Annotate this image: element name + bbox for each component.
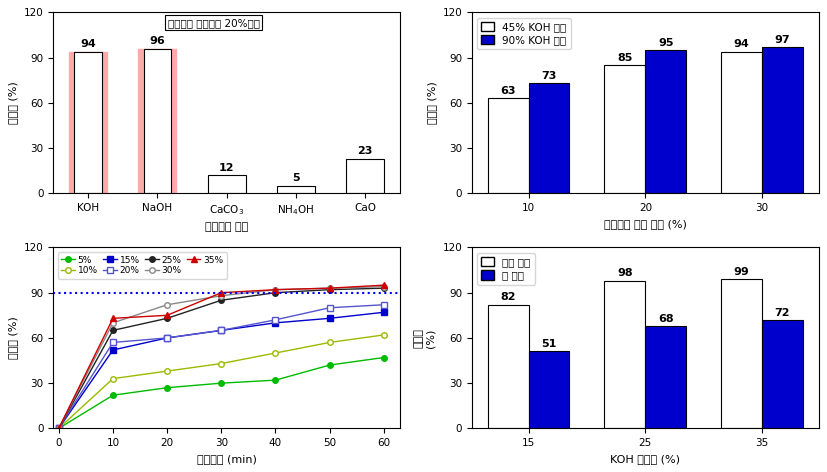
Y-axis label: 분해율 (%): 분해율 (%): [8, 317, 18, 359]
Text: 23: 23: [357, 146, 373, 156]
Text: 97: 97: [775, 35, 791, 45]
Text: 82: 82: [500, 293, 516, 303]
Text: 85: 85: [617, 53, 633, 63]
X-axis label: 분해시간 (min): 분해시간 (min): [197, 454, 256, 464]
Text: 5: 5: [292, 174, 300, 184]
Bar: [277, 185, 315, 193]
Bar: [645, 50, 686, 193]
Bar: [762, 320, 803, 429]
Text: 72: 72: [775, 308, 791, 318]
Text: 68: 68: [658, 313, 673, 324]
Bar: [144, 49, 171, 193]
Y-axis label: 분해율 (%): 분해율 (%): [427, 82, 437, 124]
Text: 12: 12: [219, 163, 235, 173]
Bar: [74, 51, 102, 193]
X-axis label: 가축사체 무게 대비 (%): 가축사체 무게 대비 (%): [604, 219, 686, 228]
Text: 95: 95: [658, 38, 673, 48]
X-axis label: 알칼리제 종류: 알칼리제 종류: [205, 222, 248, 232]
Bar: [528, 352, 570, 429]
Legend: 육질 부위, 뉴 부위: 육질 부위, 뉴 부위: [477, 253, 534, 285]
Bar: [488, 305, 528, 429]
Y-axis label: 분해율 (%): 분해율 (%): [8, 82, 18, 124]
Bar: [605, 281, 645, 429]
Text: 51: 51: [542, 339, 557, 349]
Legend: 45% KOH 액상, 90% KOH 분말: 45% KOH 액상, 90% KOH 분말: [477, 17, 571, 50]
Bar: [721, 279, 762, 429]
Text: 98: 98: [617, 269, 633, 278]
Bar: [528, 83, 570, 193]
Bar: [347, 159, 385, 193]
Legend: 5%, 10%, 15%, 20%, 25%, 30%, 35%: 5%, 10%, 15%, 20%, 25%, 30%, 35%: [58, 252, 227, 279]
X-axis label: KOH 투입량 (%): KOH 투입량 (%): [610, 454, 681, 464]
Bar: [138, 49, 176, 193]
Text: 99: 99: [734, 267, 749, 277]
Y-axis label: 분해율
(%): 분해율 (%): [414, 328, 436, 348]
Text: 가축사체 무게대비 20%주입: 가축사체 무게대비 20%주입: [168, 18, 260, 28]
Bar: [605, 65, 645, 193]
Text: 94: 94: [80, 39, 96, 49]
Text: 63: 63: [500, 86, 516, 96]
Bar: [69, 51, 108, 193]
Bar: [645, 326, 686, 429]
Bar: [721, 51, 762, 193]
Text: 94: 94: [734, 39, 749, 49]
Text: 73: 73: [542, 71, 557, 81]
Text: 96: 96: [150, 36, 165, 46]
Bar: [208, 175, 246, 193]
Bar: [488, 98, 528, 193]
Bar: [762, 47, 803, 193]
